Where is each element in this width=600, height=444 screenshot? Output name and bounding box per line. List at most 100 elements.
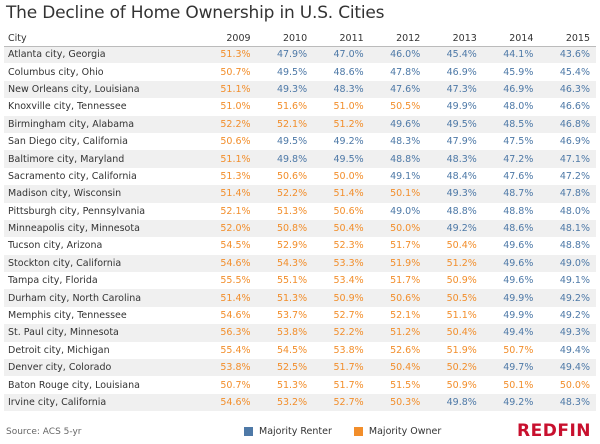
ownership-rate-cell: 51.5% — [390, 379, 421, 391]
ownership-rate-cell: 49.2% — [333, 136, 364, 148]
ownership-rate-cell: 51.0% — [220, 101, 251, 113]
ownership-rate-cell: 46.0% — [390, 49, 421, 61]
ownership-rate-cell: 47.9% — [446, 136, 477, 148]
ownership-rate-cell: 47.2% — [559, 170, 590, 182]
ownership-rate-cell: 50.4% — [333, 223, 364, 235]
ownership-rate-cell: 48.8% — [559, 240, 590, 252]
chart-title: The Decline of Home Ownership in U.S. Ci… — [6, 3, 385, 23]
ownership-rate-cell: 44.1% — [503, 49, 534, 61]
ownership-rate-cell: 51.1% — [446, 310, 477, 322]
ownership-rate-cell: 51.4% — [333, 188, 364, 200]
legend-item: Majority Owner — [353, 426, 441, 437]
ownership-rate-cell: 49.2% — [503, 397, 534, 408]
ownership-rate-cell: 53.8% — [276, 327, 308, 339]
city-name: Memphis city, Tennessee — [8, 310, 127, 322]
ownership-rate-cell: 52.7% — [333, 397, 364, 408]
ownership-rate-cell: 51.1% — [220, 153, 251, 165]
legend-label: Majority Renter — [259, 426, 332, 437]
ownership-rate-cell: 52.3% — [333, 240, 364, 252]
city-name: Durham city, North Carolina — [8, 292, 142, 304]
table-header-row: City 2009 2010 2011 2012 2013 2014 2015 — [4, 31, 596, 47]
ownership-rate-cell: 51.3% — [220, 49, 251, 61]
redfin-logo: REDFIN — [517, 421, 591, 441]
ownership-rate-cell: 47.8% — [559, 188, 590, 200]
city-name: Tucson city, Arizona — [8, 240, 103, 252]
ownership-rate-cell: 50.9% — [333, 292, 364, 304]
ownership-rate-cell: 50.4% — [446, 240, 477, 252]
ownership-rate-cell: 50.9% — [446, 379, 477, 391]
column-header-year: 2012 — [369, 31, 427, 47]
ownership-rate-cell: 50.4% — [446, 327, 477, 339]
ownership-rate-cell: 49.4% — [559, 362, 590, 374]
ownership-rate-cell: 51.4% — [220, 292, 251, 304]
ownership-rate-cell: 52.6% — [390, 344, 421, 356]
ownership-rate-cell: 50.2% — [446, 362, 477, 374]
column-header-year: 2015 — [539, 31, 596, 47]
ownership-rate-cell: 48.8% — [390, 153, 421, 165]
city-name: Pittsburgh city, Pennsylvania — [8, 205, 146, 217]
city-name: Irvine city, California — [8, 397, 107, 408]
table-row: Durham city, North Carolina 51.4% 51.3% 50.… — [4, 289, 596, 307]
ownership-rate-cell: 48.7% — [503, 188, 534, 200]
ownership-rate-cell: 51.7% — [390, 240, 421, 252]
column-header-year: 2011 — [313, 31, 370, 47]
table-row: Pittsburgh city, Pennsylvania 52.1% 51.3% 5… — [4, 203, 596, 220]
ownership-table: City 2009 2010 2011 2012 2013 2014 2015 Atlanta… — [4, 31, 596, 412]
ownership-rate-cell: 49.2% — [559, 310, 590, 322]
ownership-rate-cell: 52.2% — [333, 327, 364, 339]
ownership-rate-cell: 43.6% — [559, 49, 590, 61]
ownership-rate-cell: 50.3% — [390, 397, 421, 408]
table-row: St. Paul city, Minnesota 56.3% 53.8% 52.2% 5… — [4, 324, 596, 342]
ownership-rate-cell: 50.7% — [503, 344, 534, 356]
city-name: Atlanta city, Georgia — [8, 49, 106, 61]
ownership-rate-cell: 51.3% — [276, 205, 308, 217]
ownership-rate-cell: 49.0% — [390, 205, 421, 217]
ownership-rate-cell: 48.3% — [559, 397, 590, 408]
table-row: Irvine city, California 54.6% 53.2% 52.7% 50… — [4, 393, 596, 412]
ownership-rate-cell: 47.8% — [390, 66, 421, 78]
city-name: Knoxville city, Tennessee — [8, 101, 127, 113]
ownership-rate-cell: 49.6% — [390, 118, 421, 130]
column-header-year: 2009 — [200, 31, 257, 47]
table-row: Sacramento city, California 51.3% 50.6% 50.… — [4, 168, 596, 185]
city-name: Columbus city, Ohio — [8, 66, 104, 78]
ownership-rate-cell: 49.0% — [559, 257, 590, 269]
ownership-rate-cell: 52.1% — [390, 310, 421, 322]
table-row: Baltimore city, Maryland 51.1% 49.8% 49.5% 4… — [4, 150, 596, 168]
ownership-rate-cell: 56.3% — [220, 327, 251, 339]
ownership-rate-cell: 51.7% — [390, 275, 421, 287]
ownership-rate-cell: 45.4% — [446, 49, 477, 61]
table-row: Tucson city, Arizona 54.5% 52.9% 52.3% 51.7%… — [4, 237, 596, 254]
ownership-rate-cell: 49.8% — [446, 397, 477, 408]
ownership-rate-cell: 51.2% — [390, 327, 421, 339]
ownership-rate-cell: 46.6% — [559, 101, 590, 113]
ownership-rate-cell: 49.5% — [276, 66, 308, 78]
table-body: Atlanta city, Georgia 51.3% 47.9% 47.0% 46.0… — [4, 46, 596, 412]
ownership-rate-cell: 50.9% — [446, 275, 477, 287]
ownership-rate-cell: 50.6% — [276, 170, 308, 182]
city-name: Birmingham city, Alabama — [8, 118, 135, 130]
ownership-rate-cell: 54.5% — [220, 240, 251, 252]
ownership-rate-cell: 55.4% — [220, 344, 251, 356]
city-name: San Diego city, California — [8, 136, 128, 148]
column-header-year: 2014 — [482, 31, 540, 47]
ownership-rate-cell: 48.0% — [503, 101, 534, 113]
table-row: Minneapolis city, Minnesota 52.0% 50.8% 50.… — [4, 219, 596, 238]
ownership-rate-cell: 49.5% — [446, 118, 477, 130]
ownership-rate-cell: 49.6% — [503, 240, 534, 252]
ownership-rate-cell: 47.1% — [559, 153, 590, 165]
table-row: Stockton city, California 54.6% 54.3% 53.3%… — [4, 254, 596, 273]
city-name: Denver city, Colorado — [8, 362, 112, 374]
table-row: Knoxville city, Tennessee 51.0% 51.6% 51.0%… — [4, 98, 596, 115]
ownership-rate-cell: 45.4% — [559, 66, 590, 78]
table-row: Detroit city, Michigan 55.4% 54.5% 53.8% 52.… — [4, 342, 596, 359]
ownership-rate-cell: 49.5% — [276, 136, 308, 148]
city-name: New Orleans city, Louisiana — [8, 83, 140, 95]
city-name: Stockton city, California — [8, 257, 122, 269]
ownership-rate-cell: 51.9% — [446, 344, 477, 356]
ownership-rate-cell: 52.9% — [276, 240, 308, 252]
ownership-rate-cell: 52.0% — [220, 223, 251, 235]
ownership-rate-cell: 49.1% — [390, 170, 421, 182]
ownership-rate-cell: 49.7% — [503, 362, 534, 374]
ownership-rate-cell: 55.1% — [276, 275, 308, 287]
